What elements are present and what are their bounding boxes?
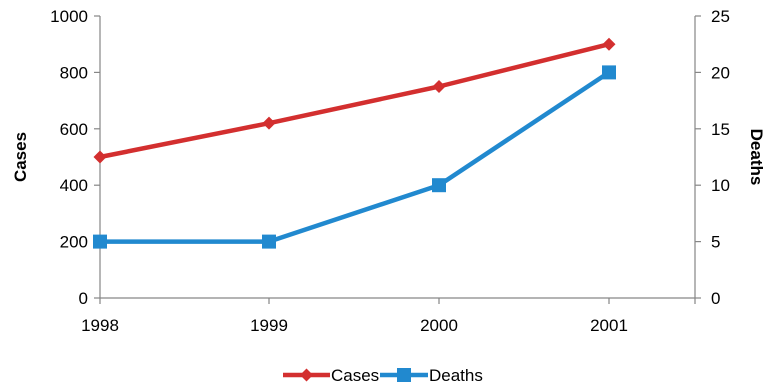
right-y-tick-label: 0 [711,289,720,308]
cases-point [432,80,446,93]
cases-series-line [99,42,610,160]
series-deaths [93,65,616,249]
deaths-point [93,234,107,249]
deaths-point [432,178,446,193]
left-y-tick-label: 400 [60,176,88,195]
left-y-tick-label: 600 [60,120,88,139]
series-layer [93,37,616,249]
legend-item-cases: Cases [283,366,379,385]
deaths-series-line [100,70,611,244]
x-tick-label: 1998 [81,316,119,335]
deaths-point [262,234,276,249]
legend-item-deaths: Deaths [380,366,483,385]
right-y-tick-label: 20 [711,63,730,82]
legend-marker-deaths [397,368,411,382]
left-y-tick-label: 1000 [50,7,88,26]
legend-label-cases: Cases [331,366,379,385]
right-y-tick-label: 25 [711,7,730,26]
legend: Cases Deaths [283,366,483,385]
right-y-tick-label: 15 [711,120,730,139]
right-y-axis-title: Deaths [747,129,765,186]
x-tick-label: 2001 [590,316,628,335]
left-y-tick-label: 0 [79,289,88,308]
x-tick-label: 1999 [250,316,288,335]
right-y-tick-label: 5 [711,233,720,252]
cases-point [602,37,616,51]
series-cases [93,37,616,164]
cases-point [262,116,276,130]
right-y-tick-label: 10 [711,176,730,195]
deaths-point [602,65,616,80]
left-y-tick-label: 800 [60,63,88,82]
legend-label-deaths: Deaths [429,366,483,385]
axes: 0 200 400 600 800 1000 0 5 10 15 20 25 1998 1999 2000 2… [11,7,765,335]
x-tick-label: 2000 [420,316,458,335]
legend-marker-cases [300,368,313,382]
left-y-axis-title: Cases [11,132,30,182]
cases-point [93,150,107,164]
left-y-tick-label: 200 [60,233,88,252]
